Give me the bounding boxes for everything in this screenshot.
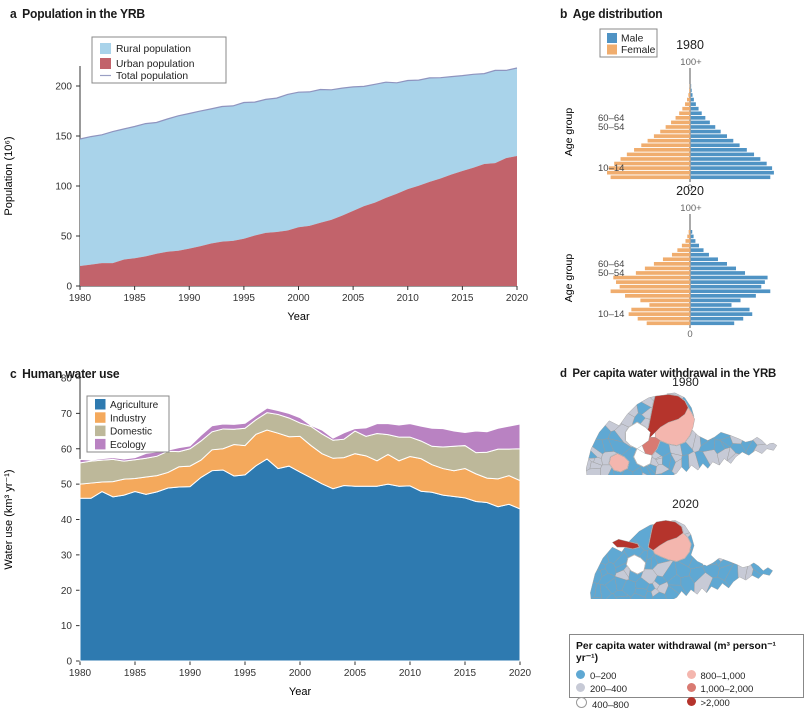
svg-text:Total population: Total population (116, 71, 188, 82)
svg-text:1980: 1980 (69, 668, 92, 679)
svg-text:100: 100 (55, 182, 72, 193)
svg-text:2010: 2010 (399, 668, 422, 679)
svg-text:150: 150 (55, 132, 72, 143)
svg-text:Year: Year (287, 311, 310, 323)
svg-text:1980: 1980 (676, 38, 704, 52)
svg-text:2020: 2020 (509, 668, 532, 679)
svg-text:1985: 1985 (124, 293, 147, 304)
svg-text:Age group: Age group (563, 108, 575, 157)
svg-text:Domestic: Domestic (110, 427, 152, 438)
svg-text:0: 0 (687, 329, 692, 340)
svg-text:Age group: Age group (563, 254, 575, 303)
svg-text:10–14: 10–14 (598, 163, 624, 174)
svg-text:30: 30 (61, 550, 73, 561)
svg-text:2005: 2005 (344, 668, 367, 679)
svg-text:Year: Year (289, 686, 312, 697)
svg-text:1985: 1985 (124, 668, 147, 679)
svg-text:2020: 2020 (676, 184, 704, 198)
svg-text:100+: 100+ (680, 57, 702, 68)
svg-text:1995: 1995 (234, 668, 257, 679)
svg-text:Water use (km³ yr⁻¹): Water use (km³ yr⁻¹) (3, 469, 15, 569)
svg-text:200: 200 (55, 82, 72, 93)
svg-text:10: 10 (61, 621, 73, 632)
svg-text:2010: 2010 (397, 293, 420, 304)
svg-text:1995: 1995 (233, 293, 256, 304)
svg-text:2015: 2015 (454, 668, 477, 679)
svg-text:Urban population: Urban population (116, 59, 195, 70)
svg-text:40: 40 (61, 515, 73, 526)
svg-text:Male: Male (621, 34, 644, 45)
svg-text:50: 50 (61, 480, 73, 491)
svg-text:60: 60 (61, 444, 73, 455)
svg-text:0: 0 (66, 657, 72, 668)
svg-text:1990: 1990 (178, 293, 201, 304)
svg-text:1990: 1990 (179, 668, 202, 679)
svg-text:2000: 2000 (287, 293, 310, 304)
svg-text:60–64: 60–64 (598, 259, 624, 270)
svg-text:2015: 2015 (451, 293, 474, 304)
svg-text:60–64: 60–64 (598, 113, 624, 124)
svg-text:2020: 2020 (506, 293, 529, 304)
svg-text:10–14: 10–14 (598, 309, 624, 320)
svg-text:Agriculture: Agriculture (110, 400, 159, 411)
svg-text:2000: 2000 (289, 668, 312, 679)
svg-text:Population (10⁶): Population (10⁶) (3, 136, 15, 215)
svg-text:2005: 2005 (342, 293, 365, 304)
svg-text:Ecology: Ecology (110, 440, 147, 451)
svg-text:Industry: Industry (110, 413, 147, 424)
svg-text:50: 50 (61, 232, 73, 243)
svg-text:1980: 1980 (69, 293, 92, 304)
svg-text:Rural population: Rural population (116, 44, 191, 55)
svg-text:Female: Female (621, 45, 656, 56)
svg-text:0: 0 (66, 282, 72, 293)
svg-text:20: 20 (61, 586, 73, 597)
svg-text:70: 70 (61, 409, 73, 420)
svg-text:80: 80 (61, 374, 73, 385)
svg-text:100+: 100+ (680, 203, 702, 214)
